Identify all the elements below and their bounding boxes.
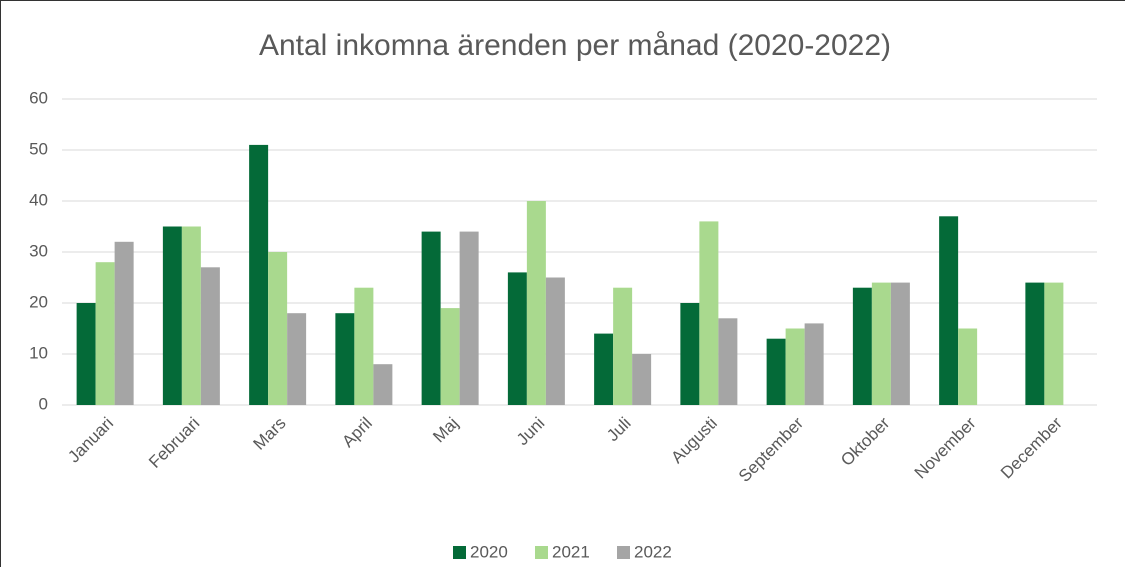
bar (871, 282, 891, 405)
bar (680, 303, 700, 405)
bar (890, 282, 910, 405)
bar (699, 221, 719, 405)
bar (939, 216, 959, 405)
legend-label: 2022 (634, 542, 672, 561)
y-tick-label: 60 (29, 88, 48, 107)
legend-swatch (453, 546, 466, 559)
legend-label: 2020 (470, 542, 508, 561)
legend-swatch (535, 546, 548, 559)
bar (1025, 282, 1045, 405)
chart-title: Antal inkomna ärenden per månad (2020-20… (259, 29, 891, 62)
bar (594, 333, 614, 405)
y-tick-label: 0 (39, 394, 48, 413)
bar (200, 267, 220, 405)
legend-swatch (617, 546, 630, 559)
bar (632, 354, 652, 405)
bar (162, 226, 182, 405)
bar (181, 226, 201, 405)
bar (958, 328, 978, 405)
bar (1044, 282, 1064, 405)
bar (718, 318, 738, 405)
bar (287, 313, 307, 405)
bar (373, 364, 393, 405)
bar (335, 313, 355, 405)
bar (804, 323, 824, 405)
bar (545, 277, 565, 405)
bar (440, 308, 460, 405)
bar (852, 287, 872, 405)
bar (249, 144, 269, 405)
y-tick-label: 50 (29, 139, 48, 158)
y-tick-label: 40 (29, 190, 48, 209)
y-tick-label: 10 (29, 343, 48, 362)
bar (766, 338, 786, 405)
y-tick-label: 20 (29, 292, 48, 311)
legend-label: 2021 (552, 542, 590, 561)
bar (95, 262, 115, 405)
y-tick-label: 30 (29, 241, 48, 260)
bar (507, 272, 527, 405)
bar (526, 201, 546, 405)
bar (421, 231, 441, 405)
bar (114, 241, 134, 405)
bar (268, 252, 288, 405)
bar (613, 287, 633, 405)
bar (785, 328, 805, 405)
bar (354, 287, 374, 405)
bar (459, 231, 479, 405)
bar (76, 303, 96, 405)
